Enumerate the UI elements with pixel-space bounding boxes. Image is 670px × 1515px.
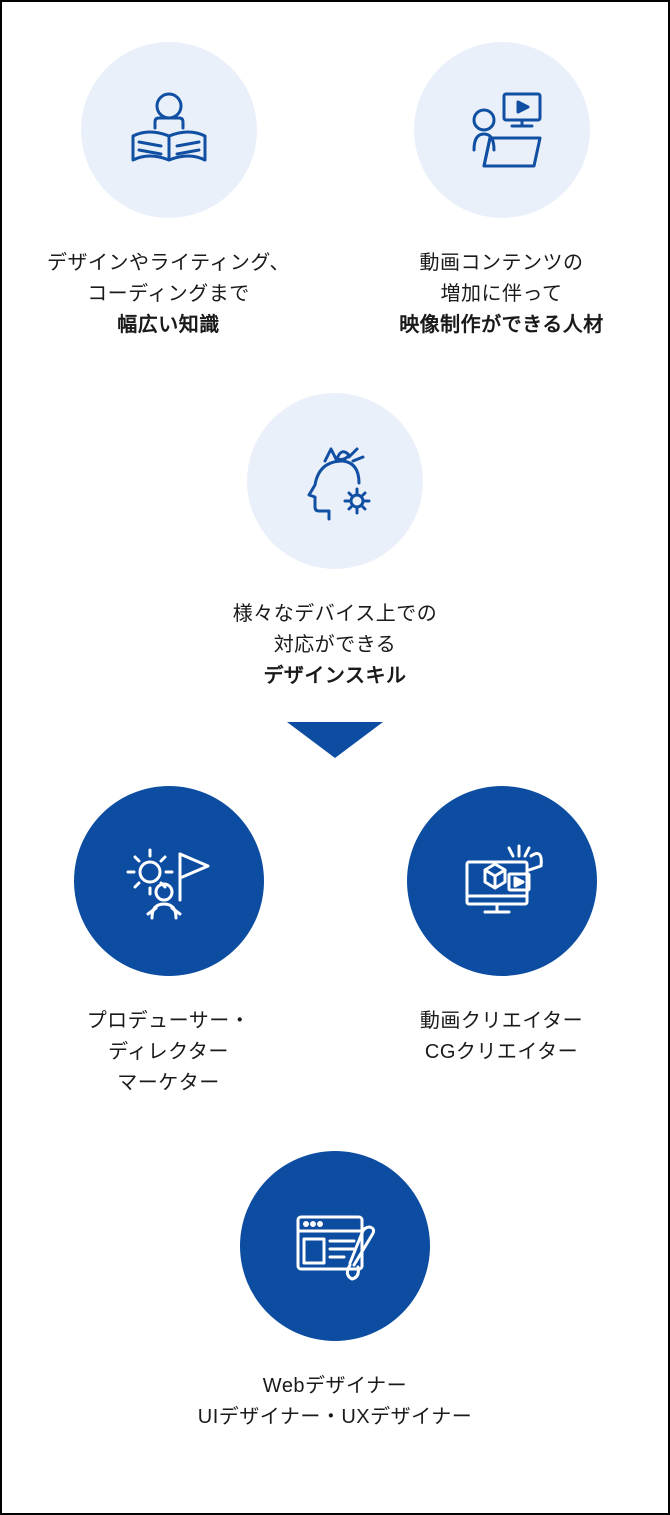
text-line: 対応ができる — [274, 634, 397, 656]
middle-item: 様々なデバイス上での 対応ができる デザインスキル — [190, 393, 480, 692]
bottom-row: プロデューサー・ ディレクター マーケター — [26, 786, 644, 1099]
video-cg-monitor-icon — [407, 786, 597, 976]
text-line: Webデザイナー — [263, 1375, 407, 1397]
text-line: CGクリエイター — [425, 1041, 578, 1063]
top-row: デザインやライティング、 コーディングまで 幅広い知識 動画コ — [26, 42, 644, 341]
middle-item-text: 様々なデバイス上での 対応ができる デザインスキル — [233, 599, 437, 692]
text-bold: 幅広い知識 — [117, 314, 220, 336]
text-line: プロデューサー・ — [87, 1010, 251, 1032]
text-line: マーケター — [117, 1072, 220, 1094]
bottom-item-1-text: プロデューサー・ ディレクター マーケター — [87, 1006, 251, 1099]
infographic-frame: デザインやライティング、 コーディングまで 幅広い知識 動画コ — [0, 0, 670, 1515]
top-item-1-text: デザインやライティング、 コーディングまで 幅広い知識 — [47, 248, 290, 341]
text-line: ディレクター — [108, 1041, 229, 1063]
bottom-center-row: Webデザイナー UIデザイナー・UXデザイナー — [26, 1151, 644, 1433]
arrow-down-icon — [26, 722, 644, 758]
text-line: 増加に伴って — [440, 283, 562, 305]
top-item-1: デザインやライティング、 コーディングまで 幅広い知識 — [26, 42, 311, 341]
text-line: デザインやライティング、 — [47, 252, 290, 274]
video-laptop-person-icon — [414, 42, 590, 218]
top-item-2-text: 動画コンテンツの 増加に伴って 映像制作ができる人材 — [399, 248, 604, 341]
text-line: コーディングまで — [87, 283, 250, 305]
middle-row: 様々なデバイス上での 対応ができる デザインスキル — [26, 393, 644, 692]
reading-person-icon — [81, 42, 257, 218]
text-line: UIデザイナー・UXデザイナー — [198, 1406, 472, 1428]
bottom-item-1: プロデューサー・ ディレクター マーケター — [26, 786, 311, 1099]
browser-brush-icon — [240, 1151, 430, 1341]
text-bold: デザインスキル — [263, 665, 406, 687]
text-line: 動画コンテンツの — [419, 252, 583, 274]
bottom-item-2-text: 動画クリエイター CGクリエイター — [420, 1006, 583, 1068]
bottom-item-2: 動画クリエイター CGクリエイター — [359, 786, 644, 1099]
creative-head-icon — [247, 393, 423, 569]
bottom-center-item: Webデザイナー UIデザイナー・UXデザイナー — [155, 1151, 515, 1433]
gear-flag-person-icon — [74, 786, 264, 976]
top-item-2: 動画コンテンツの 増加に伴って 映像制作ができる人材 — [359, 42, 644, 341]
text-line: 動画クリエイター — [420, 1010, 583, 1032]
text-line: 様々なデバイス上での — [233, 603, 437, 625]
text-bold: 映像制作ができる人材 — [399, 314, 604, 336]
